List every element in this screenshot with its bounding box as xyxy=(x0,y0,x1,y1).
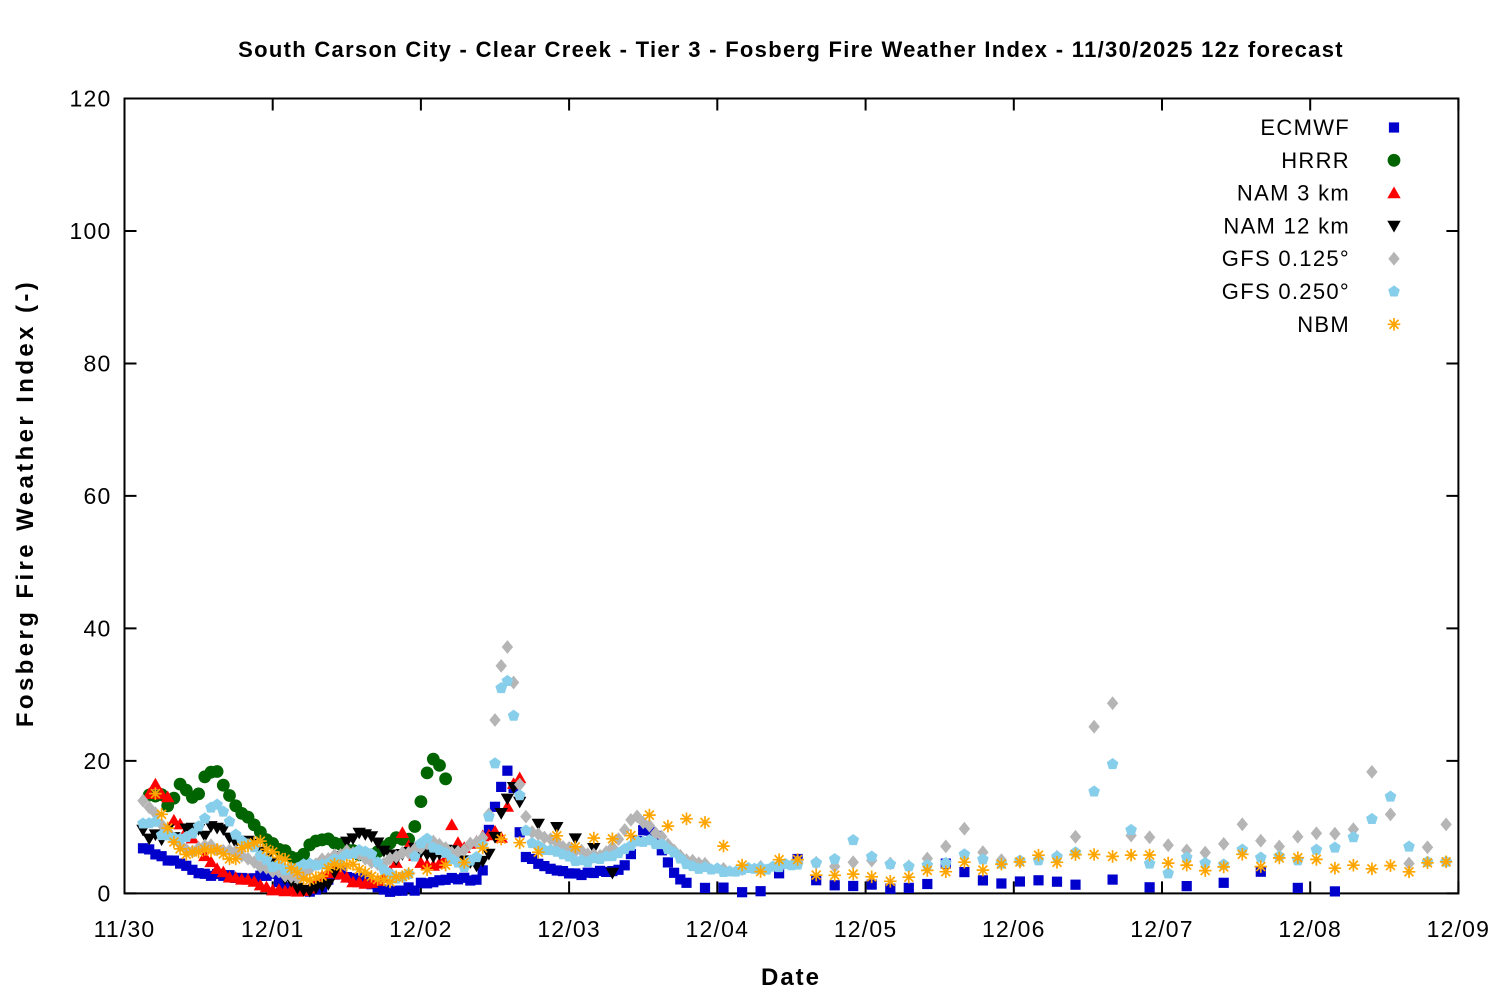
svg-text:40: 40 xyxy=(84,615,112,641)
svg-text:100: 100 xyxy=(70,218,112,244)
svg-text:ECMWF: ECMWF xyxy=(1260,115,1350,140)
svg-text:HRRR: HRRR xyxy=(1281,148,1350,173)
svg-text:Date: Date xyxy=(761,964,821,991)
svg-text:12/08: 12/08 xyxy=(1278,916,1342,942)
svg-text:120: 120 xyxy=(70,86,112,112)
svg-text:80: 80 xyxy=(84,351,112,377)
svg-text:12/02: 12/02 xyxy=(389,916,453,942)
svg-text:12/03: 12/03 xyxy=(537,916,601,942)
svg-text:12/09: 12/09 xyxy=(1427,916,1491,942)
svg-text:NAM 12 km: NAM 12 km xyxy=(1223,213,1350,238)
svg-text:NAM 3 km: NAM 3 km xyxy=(1237,181,1350,206)
svg-text:NBM: NBM xyxy=(1297,312,1350,337)
svg-text:South Carson City - Clear Cree: South Carson City - Clear Creek - Tier 3… xyxy=(238,37,1344,62)
svg-text:0: 0 xyxy=(98,880,112,906)
svg-text:12/01: 12/01 xyxy=(241,916,305,942)
svg-text:12/04: 12/04 xyxy=(686,916,750,942)
svg-text:GFS 0.250°: GFS 0.250° xyxy=(1222,279,1350,304)
svg-text:12/06: 12/06 xyxy=(982,916,1046,942)
svg-text:60: 60 xyxy=(84,483,112,509)
svg-text:12/07: 12/07 xyxy=(1130,916,1194,942)
svg-text:11/30: 11/30 xyxy=(94,916,156,942)
svg-text:GFS 0.125°: GFS 0.125° xyxy=(1222,246,1350,271)
svg-text:Fosberg Fire Weather Index (-): Fosberg Fire Weather Index (-) xyxy=(12,279,39,727)
svg-text:12/05: 12/05 xyxy=(834,916,898,942)
svg-text:20: 20 xyxy=(84,748,112,774)
